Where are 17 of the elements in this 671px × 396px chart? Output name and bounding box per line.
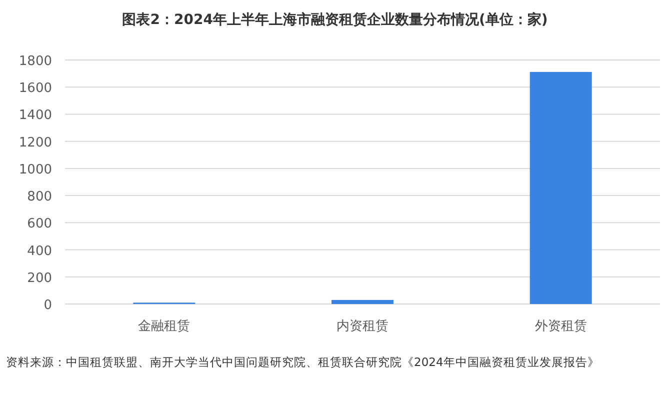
y-tick-label: 800 [27,190,52,205]
y-tick-label: 1000 [18,162,52,178]
x-tick-label: 金融租赁 [138,319,190,334]
text: 资料来源：中国租赁联盟、南开大学当代中国问题研究院、租赁联合研究院《2024年中国融资租赁业发展报告》 [6,355,600,369]
y-tick-label: 1800 [18,54,52,69]
x-tick-label: 外资租赁 [534,319,587,334]
y-tick-label: 600 [27,216,52,232]
bar [332,300,394,304]
y-tick-label: 1600 [18,81,52,96]
chart-title: 图表2：2024年上半年上海市融资租赁企业数量分布情况(单位：家) [122,11,548,28]
y-tick-label: 1200 [18,135,52,150]
y-tick-label: 1400 [18,108,52,124]
y-tick-label: 0 [44,298,52,313]
bar [530,72,592,304]
y-tick-label: 400 [27,244,52,259]
x-tick-label: 内资租赁 [336,319,388,334]
y-tick-label: 200 [27,270,52,286]
